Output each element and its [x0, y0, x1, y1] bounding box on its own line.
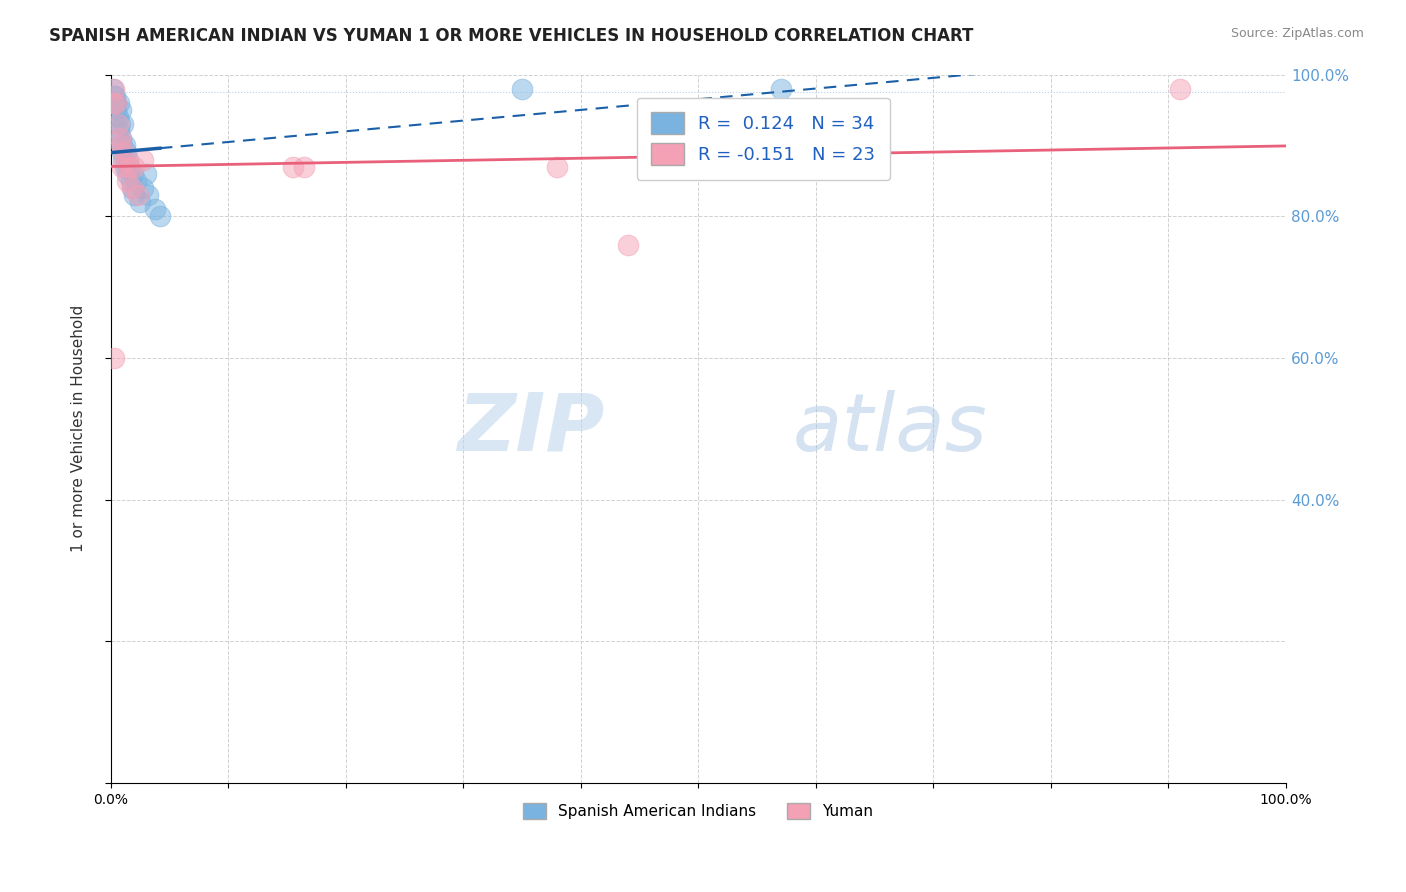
- Text: atlas: atlas: [793, 390, 987, 467]
- Point: [122, 167, 145, 181]
- Point: [111, 138, 134, 153]
- Point: [546, 160, 568, 174]
- Point: [103, 88, 125, 103]
- Point: [114, 153, 136, 167]
- Point: [1168, 81, 1191, 95]
- Text: ZIP: ZIP: [457, 390, 605, 467]
- Point: [125, 174, 148, 188]
- Point: [136, 188, 159, 202]
- Point: [103, 81, 125, 95]
- Point: [734, 160, 756, 174]
- Point: [110, 138, 132, 153]
- Point: [105, 95, 128, 110]
- Point: [294, 160, 316, 174]
- Point: [108, 117, 131, 131]
- Point: [120, 174, 142, 188]
- Legend: Spanish American Indians, Yuman: Spanish American Indians, Yuman: [517, 797, 879, 825]
- Point: [132, 181, 155, 195]
- Point: [121, 181, 143, 195]
- Point: [510, 81, 533, 95]
- Point: [769, 81, 792, 95]
- Point: [111, 145, 134, 160]
- Point: [114, 160, 136, 174]
- Point: [118, 160, 141, 174]
- Point: [114, 138, 136, 153]
- Point: [115, 167, 138, 181]
- Point: [107, 95, 129, 110]
- Point: [681, 160, 703, 174]
- Point: [112, 145, 135, 160]
- Point: [127, 188, 149, 202]
- Y-axis label: 1 or more Vehicles in Household: 1 or more Vehicles in Household: [72, 305, 86, 552]
- Point: [107, 124, 129, 138]
- Point: [108, 131, 131, 145]
- Point: [143, 202, 166, 216]
- Point: [117, 153, 139, 167]
- Point: [121, 181, 143, 195]
- Point: [107, 117, 129, 131]
- Point: [118, 160, 141, 174]
- Point: [281, 160, 304, 174]
- Point: [110, 131, 132, 145]
- Point: [110, 103, 132, 117]
- Point: [105, 103, 128, 117]
- Point: [101, 95, 124, 110]
- Point: [616, 237, 638, 252]
- Text: SPANISH AMERICAN INDIAN VS YUMAN 1 OR MORE VEHICLES IN HOUSEHOLD CORRELATION CHA: SPANISH AMERICAN INDIAN VS YUMAN 1 OR MO…: [49, 27, 973, 45]
- Point: [149, 209, 172, 223]
- Point: [104, 88, 127, 103]
- Text: Source: ZipAtlas.com: Source: ZipAtlas.com: [1230, 27, 1364, 40]
- Point: [103, 351, 125, 365]
- Point: [135, 167, 157, 181]
- Point: [101, 81, 124, 95]
- Point: [112, 153, 135, 167]
- Point: [129, 195, 152, 210]
- Point: [111, 160, 134, 174]
- Point: [105, 95, 128, 110]
- Point: [132, 153, 155, 167]
- Point: [112, 117, 135, 131]
- Point: [114, 145, 136, 160]
- Point: [122, 188, 145, 202]
- Point: [115, 174, 138, 188]
- Point: [107, 110, 129, 124]
- Point: [122, 160, 145, 174]
